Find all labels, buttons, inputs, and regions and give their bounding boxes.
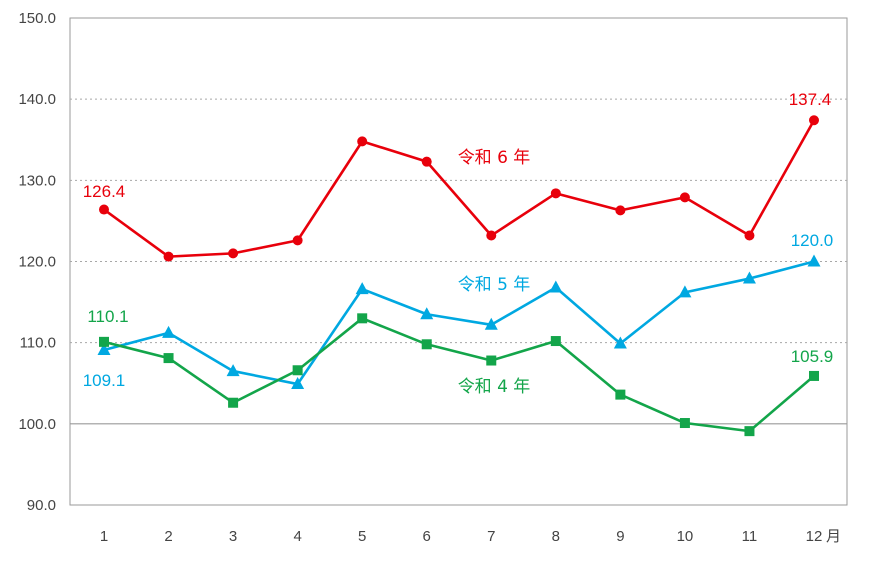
data-labels: 126.4 137.4 令和 6 年 109.1 120.0 令和 5 年 110.1 105… xyxy=(83,90,834,397)
x-tick-label: 9 xyxy=(616,528,624,545)
data-point xyxy=(420,307,434,320)
x-tick-label: 5 xyxy=(358,528,366,545)
series-2 xyxy=(97,254,821,390)
x-tick-label: 10 xyxy=(677,528,694,545)
data-point xyxy=(613,336,627,349)
data-point xyxy=(228,248,239,259)
y-tick-label: 110.0 xyxy=(20,335,56,352)
data-point xyxy=(742,271,756,284)
data-point xyxy=(484,317,498,330)
data-point xyxy=(679,418,690,429)
data-label-first: 110.1 xyxy=(87,307,128,326)
data-point xyxy=(226,364,240,377)
data-point xyxy=(99,336,109,347)
data-label-first: 126.4 xyxy=(83,182,126,201)
series-group xyxy=(97,115,821,437)
data-label-last: 120.0 xyxy=(791,231,834,250)
x-axis: 1 2 3 4 5 6 7 8 9 10 11 12 月 xyxy=(100,528,841,545)
series-line xyxy=(103,317,815,433)
x-tick-label: 7 xyxy=(487,528,495,545)
data-point xyxy=(162,325,176,338)
series-name-label: 令和 4 年 xyxy=(458,377,531,397)
data-point xyxy=(679,192,690,203)
y-tick-label: 130.0 xyxy=(18,172,56,189)
x-tick-label: 8 xyxy=(552,528,560,545)
data-point xyxy=(228,397,239,408)
data-point xyxy=(550,188,561,199)
data-point xyxy=(809,115,819,126)
data-point xyxy=(97,342,111,355)
data-point xyxy=(421,156,432,167)
data-point xyxy=(291,377,305,390)
x-tick-label: 11 xyxy=(742,528,758,545)
x-unit-suffix: 月 xyxy=(826,528,841,545)
data-point xyxy=(292,235,303,246)
x-tick-label: 4 xyxy=(293,528,301,545)
x-tick-label: 2 xyxy=(164,528,172,545)
data-point xyxy=(744,230,755,241)
y-tick-label: 140.0 xyxy=(18,91,56,108)
x-tick-label: 6 xyxy=(423,528,431,545)
data-label-first: 109.1 xyxy=(83,371,126,390)
y-axis: 90.0 100.0 110.0 120.0 130.0 140.0 150.0 xyxy=(18,10,56,514)
series-line xyxy=(103,260,815,386)
data-point xyxy=(809,370,819,381)
data-point xyxy=(678,285,692,298)
data-point xyxy=(549,280,563,293)
series-3 xyxy=(99,313,819,437)
y-tick-label: 120.0 xyxy=(18,254,56,271)
y-tick-label: 90.0 xyxy=(27,497,56,514)
series-name-label: 令和 6 年 xyxy=(458,148,531,168)
x-tick-label: 3 xyxy=(229,528,237,545)
y-tick-label: 100.0 xyxy=(18,416,56,433)
data-label-last: 105.9 xyxy=(791,347,834,366)
data-label-last: 137.4 xyxy=(789,90,832,109)
data-point xyxy=(615,389,626,400)
data-point xyxy=(744,426,755,437)
y-tick-label: 150.0 xyxy=(18,10,56,27)
data-point xyxy=(163,251,174,262)
data-point xyxy=(163,353,174,364)
data-point xyxy=(355,282,369,295)
data-point xyxy=(615,205,626,216)
data-point xyxy=(486,355,497,366)
data-point xyxy=(357,313,368,324)
data-point xyxy=(292,365,303,376)
x-tick-label: 1 xyxy=(100,528,108,545)
data-point xyxy=(807,254,821,267)
data-point xyxy=(421,339,432,350)
data-point xyxy=(357,136,368,147)
series-line xyxy=(103,119,816,258)
series-1 xyxy=(99,115,819,262)
grid-lines xyxy=(69,17,848,506)
series-name-label: 令和 5 年 xyxy=(458,275,531,295)
data-point xyxy=(99,204,109,215)
data-point xyxy=(486,230,497,241)
x-tick-label: 12 xyxy=(806,528,823,545)
data-point xyxy=(550,336,561,347)
